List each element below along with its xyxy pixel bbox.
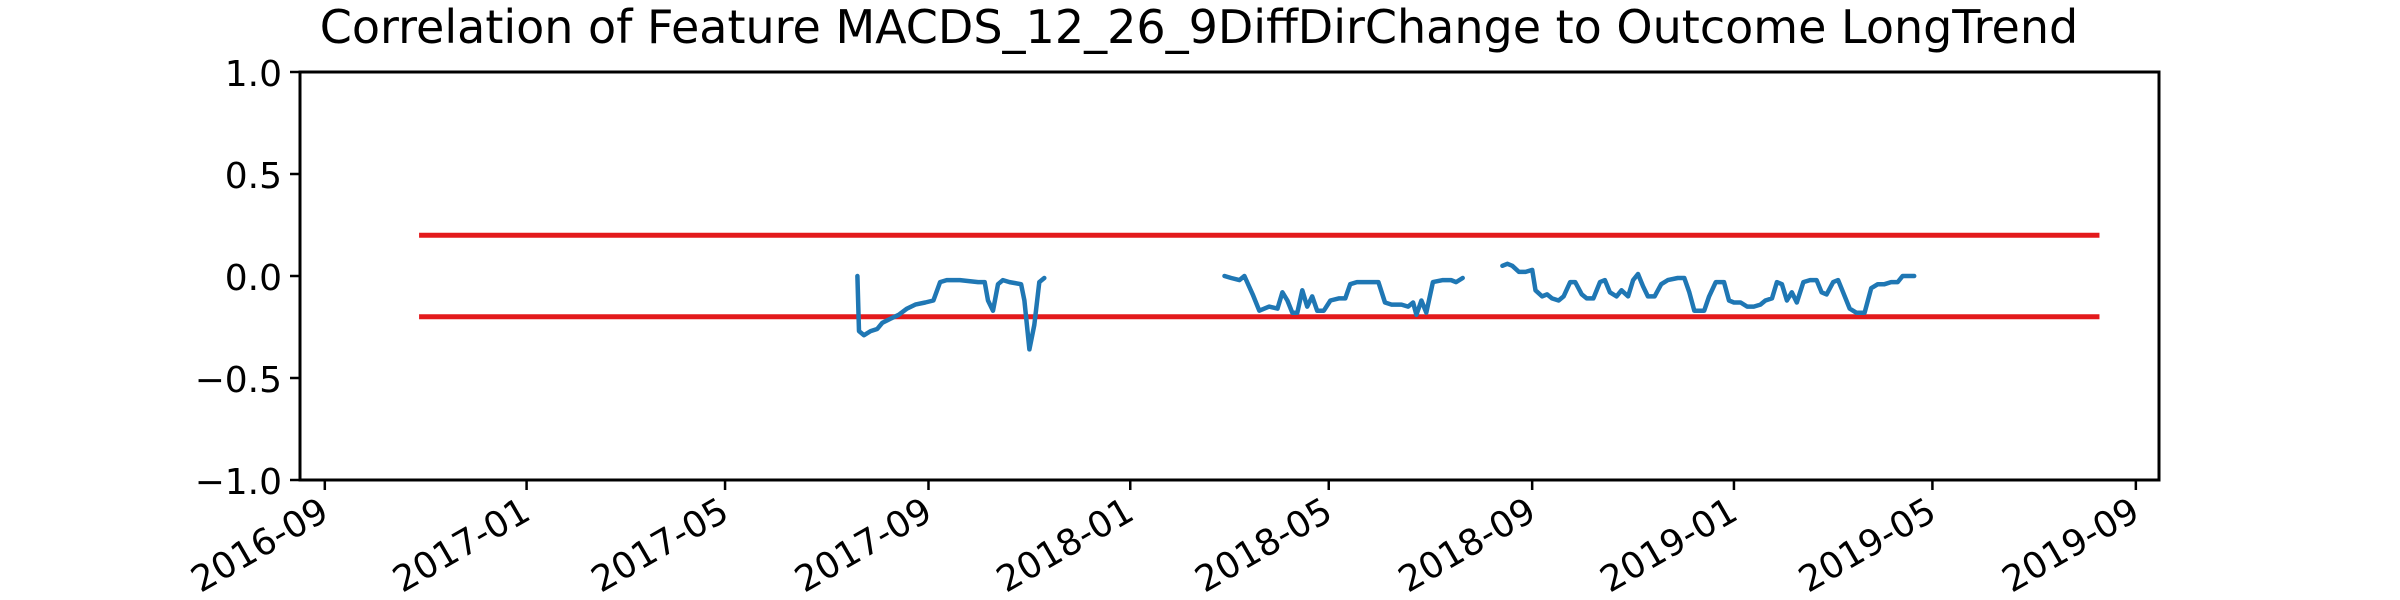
x-tick-label-0: 2016-09: [185, 490, 336, 600]
x-tick-label-9: 2019-09: [1996, 490, 2147, 600]
x-tick-label-7: 2019-01: [1594, 490, 1745, 600]
series-line-0-segment-0: [855, 273, 1047, 352]
y-tick-label-0: 1.0: [225, 54, 282, 95]
plot-layer: [419, 232, 2100, 352]
x-tick-label-8: 2019-05: [1792, 490, 1943, 600]
y-tick-label-3: −0.5: [195, 360, 282, 401]
x-tick-label-5: 2018-05: [1188, 490, 1339, 600]
y-tick-label-1: 0.5: [225, 156, 282, 197]
x-tick-label-1: 2017-01: [386, 490, 537, 600]
series-line-0-segment-1: [1222, 273, 1465, 318]
x-tick-label-4: 2018-01: [990, 490, 1141, 600]
chart-title: Correlation of Feature MACDS_12_26_9Diff…: [320, 0, 2078, 54]
y-tick-label-4: −1.0: [195, 462, 282, 503]
x-tick-label-3: 2017-09: [788, 490, 939, 600]
y-tick-label-2: 0.0: [225, 258, 282, 299]
series-line-0-segment-2: [1500, 261, 1917, 315]
x-tick-label-6: 2018-09: [1392, 490, 1543, 600]
x-tick-label-2: 2017-05: [585, 490, 736, 600]
